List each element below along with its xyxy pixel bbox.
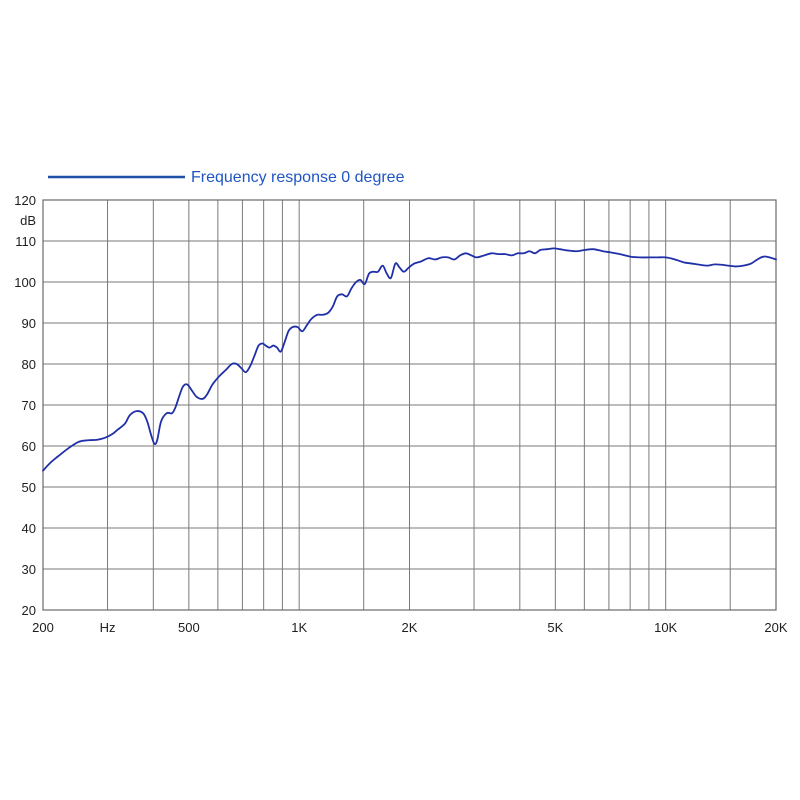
x-tick-label: 500 <box>178 620 200 635</box>
legend: Frequency response 0 degree <box>48 169 405 186</box>
x-tick-label: Hz <box>100 620 116 635</box>
y-tick-label: 90 <box>22 316 36 331</box>
legend-series-label: Frequency response 0 degree <box>191 169 405 186</box>
series-line-frequency-response <box>42 247 777 472</box>
x-tick-label: 10K <box>654 620 677 635</box>
y-tick-label: 80 <box>22 357 36 372</box>
y-tick-label: 70 <box>22 398 36 413</box>
y-tick-label: 60 <box>22 439 36 454</box>
x-tick-label: 200 <box>32 620 54 635</box>
y-tick-label: 40 <box>22 521 36 536</box>
y-axis-unit-label: dB <box>20 213 36 228</box>
y-tick-label: 30 <box>22 562 36 577</box>
x-tick-label: 1K <box>291 620 307 635</box>
y-tick-label: 50 <box>22 480 36 495</box>
y-tick-label: 20 <box>22 603 36 618</box>
plot-frame <box>42 199 777 611</box>
x-tick-label: 20K <box>764 620 787 635</box>
y-axis-tick-labels: 20 30 40 50 60 70 80 90 100 110 120 <box>14 193 36 618</box>
x-axis-tick-labels: 200 Hz 500 1K 2K 5K 10K 20K <box>32 620 788 635</box>
x-tick-label: 2K <box>402 620 418 635</box>
x-tick-label: 5K <box>547 620 563 635</box>
y-tick-label: 120 <box>14 193 36 208</box>
y-tick-label: 110 <box>15 234 36 249</box>
y-tick-label: 100 <box>14 275 36 290</box>
